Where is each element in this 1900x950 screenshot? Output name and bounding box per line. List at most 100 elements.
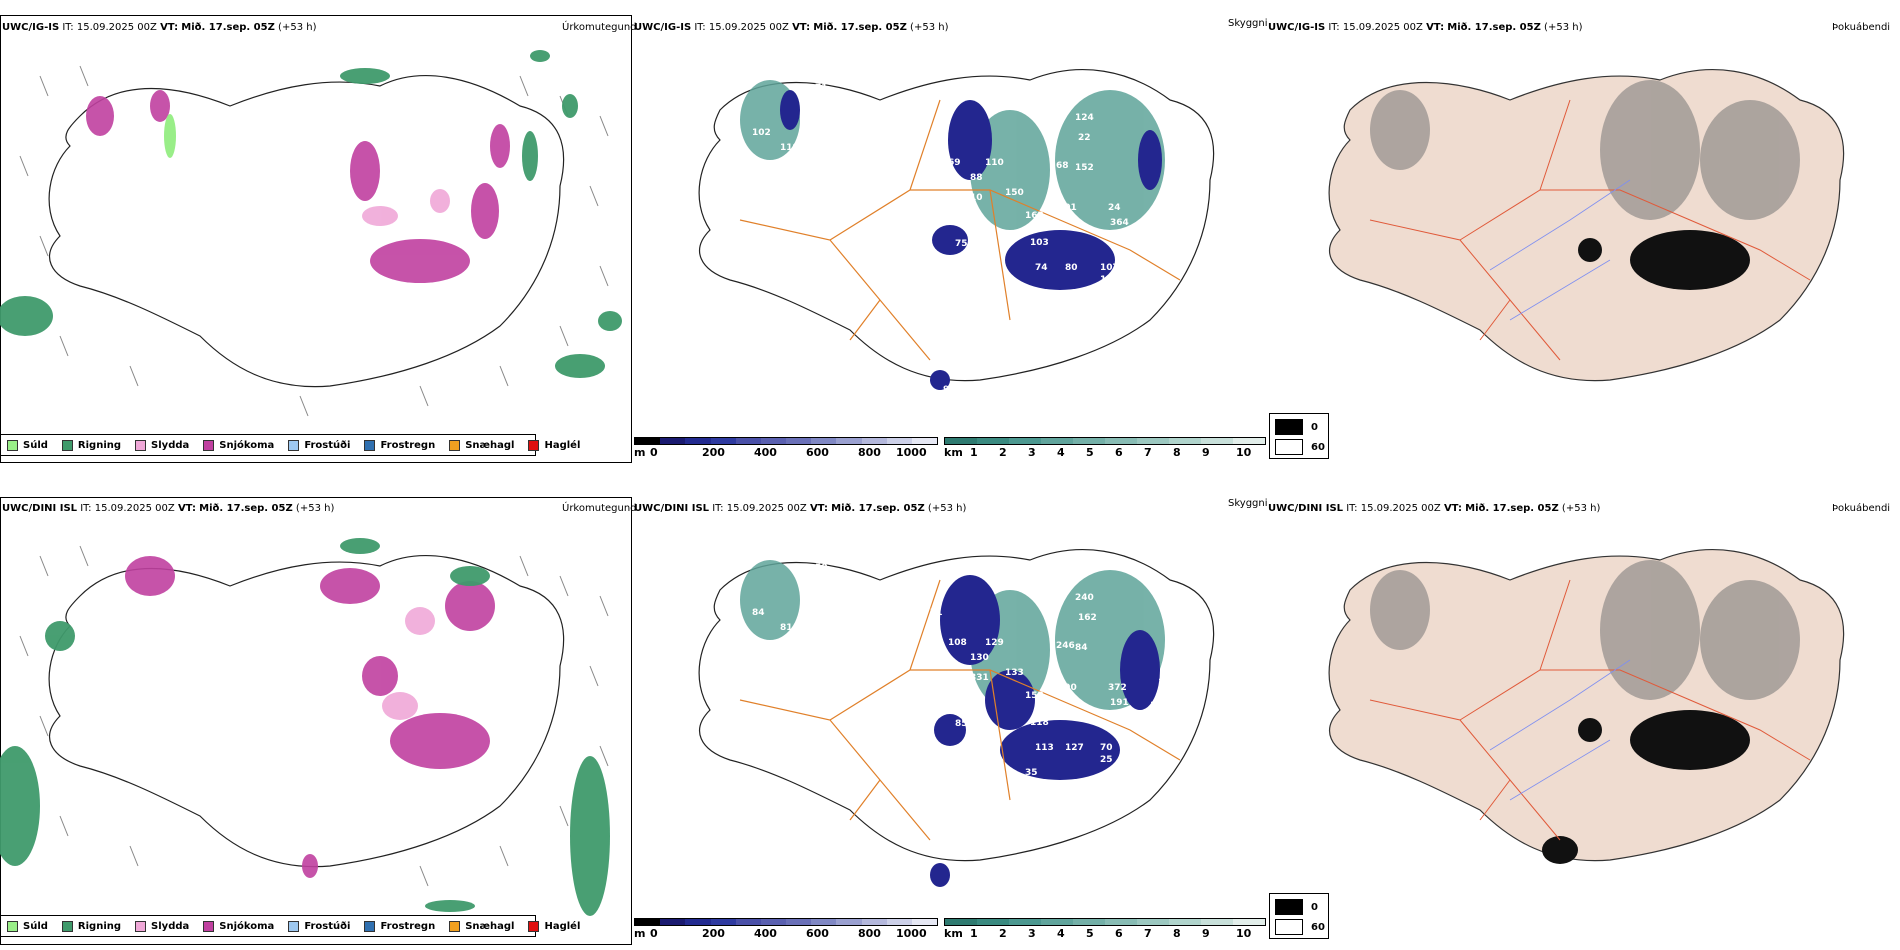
cloud-base-label: 10 [970,193,983,203]
cloud-base-label: 38 [775,235,788,245]
cloud-base-label: 71 [930,608,943,618]
cloud-base-label: 84 [752,608,765,618]
cbar-m-swatch [710,438,736,444]
cbar-km-tick: 4 [1057,927,1065,940]
cloud-base-label: 79 [1180,208,1193,218]
cloud-base-label: 107 [1100,263,1119,273]
cbar-km-tick: 7 [1144,446,1152,459]
legend-swatch [7,439,18,451]
cbar-km-tick: 8 [1173,927,1181,940]
cbar-m-swatch [660,919,686,925]
cloud-base-label: 130 [970,653,989,663]
cbar-m-swatch [786,438,812,444]
cbar-km-tick: 3 [1028,446,1036,459]
cloud-base-label: 74 [1035,263,1048,273]
cbar-km-swatch [1201,919,1233,925]
cloud-base-label: 191 [1110,698,1129,708]
precip-type-label: Úrkomutegund [562,22,637,33]
cbar-km-swatch [1201,438,1233,444]
cbar-km-tick: 6 [1115,446,1123,459]
precip-map-frame [0,15,632,463]
cbar-m-swatch [685,919,711,925]
cloud-base-label: 80 [1065,263,1078,273]
cbar-m-swatch [886,919,912,925]
cloud-base-label: 50 [815,563,828,573]
fog-map [1310,520,1870,900]
legend-item: Súld [7,920,48,932]
cbar-m-swatch [836,919,862,925]
cbar-km-bar [944,437,1266,445]
cloud-base-label: 215 [1164,688,1183,698]
cbar-km-swatch [1009,438,1041,444]
cloud-base-label: 75 [955,239,968,249]
cbar-m-swatch [911,919,938,925]
cloud-base-label: 335 [1164,208,1183,218]
cbar-m-tick: 0 [650,446,658,459]
precip-title: UWC/IG-IS IT: 15.09.2025 00Z VT: Mið. 17… [2,22,317,33]
cloud-base-label: 110 [985,158,1004,168]
legend-item: Slydda [135,920,189,932]
legend-swatch [135,920,147,932]
cloud-base-label: 91 [1155,713,1168,723]
cbar-km: km 1 2 3 4 5 6 7 8 9 10 [944,918,1266,940]
cbar-km-tick: 10 [1236,446,1252,459]
cbar-m-swatch [811,438,837,444]
cbar-km-swatch [1233,438,1265,444]
cbar-km-bar [944,918,1266,926]
fog-title: UWC/IG-IS IT: 15.09.2025 00Z VT: Mið. 17… [1268,22,1583,33]
cbar-km: km 1 2 3 4 5 6 7 8 9 10 [944,437,1266,459]
cbar-m-tick: 800 [858,446,881,459]
cbar-m-swatch [735,919,761,925]
cloud-base-label: 150 [1005,188,1024,198]
legend-swatch [203,920,215,932]
cbar-m-swatch [836,438,862,444]
legend-item: Frostúði [288,920,350,932]
cloud-base-label: 70 [1100,743,1113,753]
cbar-m-tick: 400 [754,446,777,459]
cbar-m: m 0 200 400 600 800 1000 [634,918,938,940]
cbar-m-bar [634,918,938,926]
cloud-base-label: 365 [1158,198,1177,208]
cloud-title: UWC/IG-IS IT: 15.09.2025 00Z VT: Mið. 17… [634,22,949,33]
fog-legend-swatch-black [1275,419,1303,435]
cloud-base-label: 22 [1078,133,1091,143]
legend-item: Súld [7,439,48,451]
cloud-base-label: 354 [1155,233,1174,243]
legend-swatch [288,439,300,451]
legend-swatch [528,439,540,451]
cloud-base-label: 127 [1065,743,1084,753]
cloud-type-label: Skyggni [1228,498,1268,509]
cbar-km-tick: 9 [1202,927,1210,940]
legend-item: Snæhagl [449,439,514,451]
cbar-m-swatch [911,438,938,444]
precip-title: UWC/DINI ISL IT: 15.09.2025 00Z VT: Mið.… [2,503,335,514]
cloud-base-label: 24 [1108,203,1121,213]
cloud-base-label: 135 [1025,288,1044,298]
cloud-base-label: 124 [1075,113,1094,123]
cloud-base-label: 372 [1108,683,1127,693]
cloud-base-label: 113 [1035,743,1054,753]
cbar-km-tick: 1 [970,927,978,940]
fog-title: UWC/DINI ISL IT: 15.09.2025 00Z VT: Mið.… [1268,503,1601,514]
legend-swatch [449,920,461,932]
fog-legend-swatch-black [1275,899,1303,915]
cloud-base-label: 108 [1150,221,1169,231]
legend-item: Frostúði [288,439,350,451]
cbar-km-tick: 7 [1144,927,1152,940]
legend-item: Rigning [61,920,121,932]
cloud-base-label: 364 [1110,218,1129,228]
cbar-km-swatch [1233,919,1265,925]
cloud-base-label: 35 [1025,768,1038,778]
precip-legend: Súld Rigning Slydda Snjókoma Frostúði Fr… [0,915,580,937]
cbar-m-tick: 400 [754,927,777,940]
cloud-base-label: 129 [985,638,1004,648]
cbar-m-tick: 1000 [896,446,927,459]
cbar-km-swatch [1137,919,1169,925]
cloud-base-label: 25 [1100,755,1113,765]
legend-swatch [61,439,73,451]
cbar-km-swatch [1105,438,1137,444]
cbar-m-swatch [886,438,912,444]
cbar-km-tick: 1 [970,446,978,459]
cloud-base-label: 163 [1025,211,1044,221]
